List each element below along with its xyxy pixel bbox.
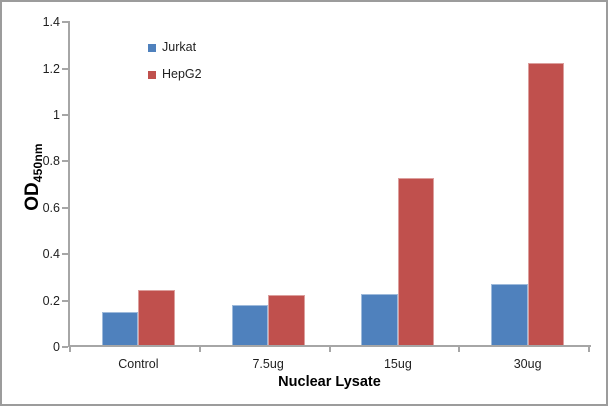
y-tick-label-0-2: 0.2: [42, 293, 60, 308]
legend-item-jurkat: Jurkat: [148, 39, 202, 56]
bar-hepg2-control: [138, 290, 175, 347]
y-tick-label-0: 0: [53, 340, 60, 354]
x-category-label-30ug: 30ug: [513, 357, 542, 371]
y-tick-label-1-2: 1.2: [42, 61, 60, 76]
x-category-label-control: Control: [118, 357, 159, 371]
bar-jurkat-control: [101, 312, 139, 347]
legend-item-hepg2: HepG2: [148, 66, 202, 83]
bar-jurkat-15ug: [361, 293, 398, 347]
bar-jurkat-30ug: [491, 284, 528, 347]
x-tick-mark: [198, 347, 201, 352]
y-tick-mark: [62, 67, 68, 70]
bar-jurkat-7-5ug: [231, 305, 269, 347]
y-axis-title-main: OD: [22, 182, 43, 211]
legend: Jurkat HepG2: [148, 39, 202, 93]
y-tick-mark: [62, 206, 68, 209]
x-tick-mark: [69, 347, 71, 352]
jurkat-series-swatch-icon: [148, 43, 156, 52]
x-axis-line: [68, 345, 591, 347]
y-tick-mark: [62, 299, 68, 302]
y-tick-mark: [62, 21, 68, 24]
y-tick-label-1: 1: [53, 108, 60, 122]
y-axis-title-subscript: 450nm: [31, 143, 45, 183]
bar-hepg2-7-5ug: [268, 294, 305, 347]
y-tick-label-0-8: 0.8: [42, 154, 60, 169]
x-tick-mark: [458, 347, 461, 352]
y-tick-mark: [62, 160, 68, 163]
legend-label-hepg2: HepG2: [162, 67, 202, 81]
x-category-label-15ug: 15ug: [383, 357, 412, 371]
legend-label-jurkat: Jurkat: [162, 40, 197, 54]
y-tick-label-0-4: 0.4: [42, 247, 60, 262]
y-axis-title: OD450nm: [19, 107, 47, 247]
y-tick-mark: [62, 346, 68, 348]
y-axis-line: [68, 21, 70, 347]
x-tick-mark: [328, 347, 331, 352]
bar-hepg2-15ug: [397, 177, 435, 347]
y-tick-label-1-4: 1.4: [42, 15, 60, 30]
x-category-label-7-5ug: 7.5ug: [252, 357, 284, 371]
y-tick-mark: [62, 114, 68, 116]
bar-hepg2-30ug: [527, 62, 565, 347]
hepg2-series-swatch-icon: [148, 70, 156, 79]
y-tick-mark: [62, 253, 68, 256]
y-tick-label-0-6: 0.6: [42, 200, 60, 215]
x-axis-title: Nuclear Lysate: [278, 374, 381, 390]
x-tick-mark: [588, 347, 590, 352]
